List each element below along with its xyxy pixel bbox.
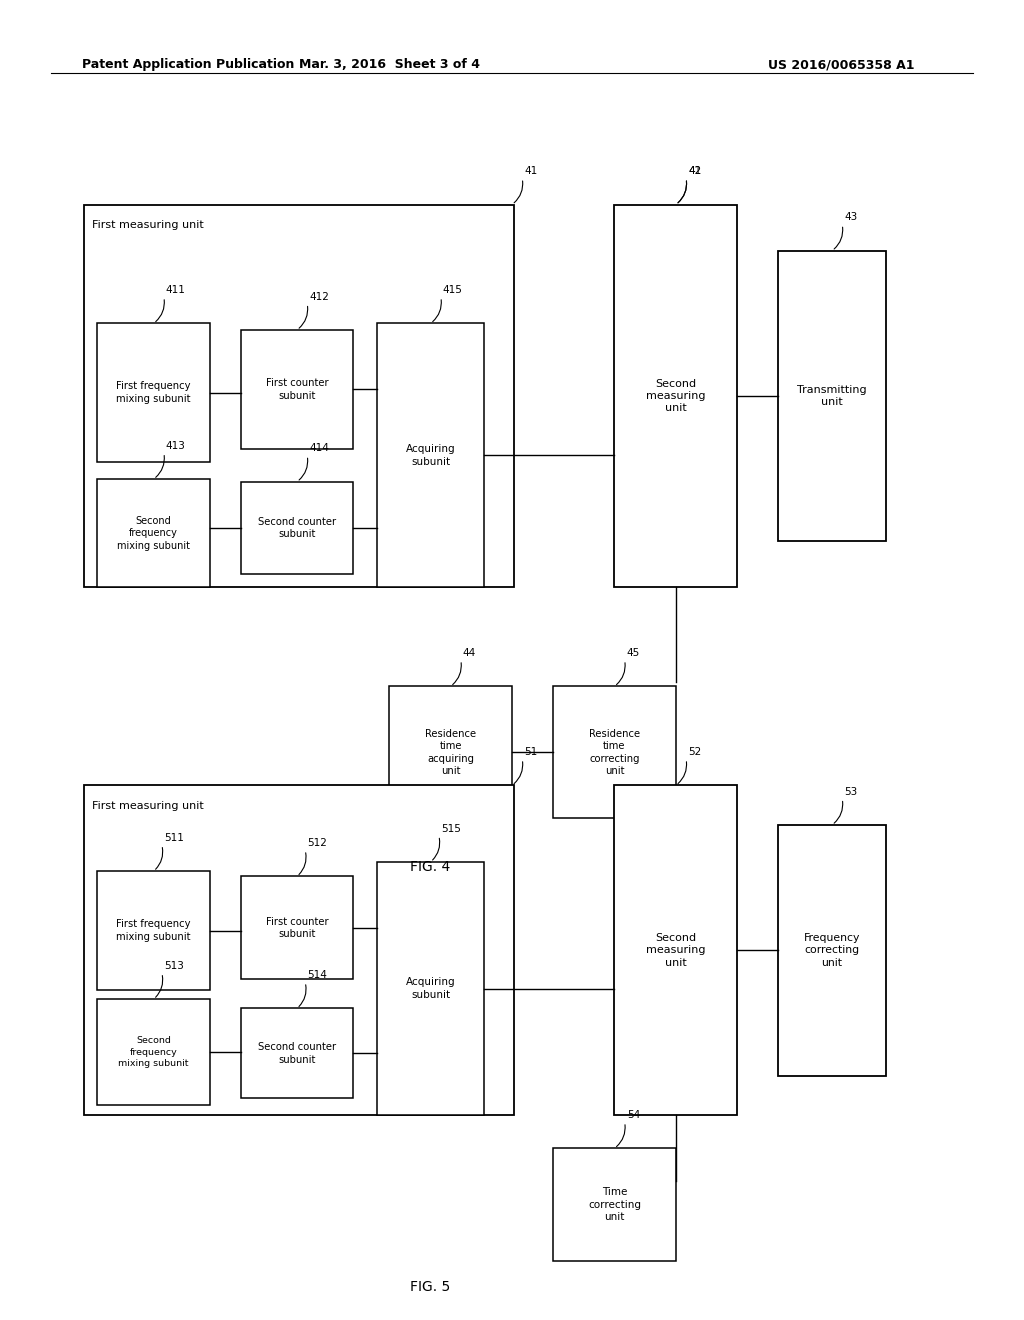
Text: First counter
subunit: First counter subunit [265,917,329,939]
Text: Frequency
correcting
unit: Frequency correcting unit [804,933,860,968]
FancyBboxPatch shape [97,323,210,462]
FancyBboxPatch shape [553,686,676,818]
Text: First counter
subunit: First counter subunit [265,379,329,400]
Text: Time
correcting
unit: Time correcting unit [588,1187,641,1222]
Text: 511: 511 [164,833,183,843]
FancyBboxPatch shape [778,825,886,1076]
Text: Acquiring
subunit: Acquiring subunit [406,978,456,999]
Text: 51: 51 [524,747,538,758]
Text: 41: 41 [524,166,538,177]
FancyBboxPatch shape [377,862,484,1115]
Text: First frequency
mixing subunit: First frequency mixing subunit [117,381,190,404]
FancyBboxPatch shape [241,1008,353,1098]
Text: 45: 45 [627,648,640,659]
FancyBboxPatch shape [778,251,886,541]
Text: Second
measuring
unit: Second measuring unit [646,933,706,968]
Text: 413: 413 [166,441,185,451]
Text: 415: 415 [442,285,463,296]
FancyBboxPatch shape [84,205,514,587]
Text: 42: 42 [688,166,701,177]
Text: FIG. 4: FIG. 4 [410,861,451,874]
Text: Transmitting
unit: Transmitting unit [798,385,866,407]
Text: Second
measuring
unit: Second measuring unit [646,379,706,413]
Text: First measuring unit: First measuring unit [92,801,204,812]
Text: Mar. 3, 2016  Sheet 3 of 4: Mar. 3, 2016 Sheet 3 of 4 [299,58,479,71]
Text: 54: 54 [627,1110,640,1121]
Text: US 2016/0065358 A1: US 2016/0065358 A1 [768,58,914,71]
Text: Patent Application Publication: Patent Application Publication [82,58,294,71]
Text: First frequency
mixing subunit: First frequency mixing subunit [117,920,190,941]
Text: 515: 515 [440,824,461,834]
FancyBboxPatch shape [97,999,210,1105]
Text: 52: 52 [688,747,701,758]
FancyBboxPatch shape [553,1148,676,1261]
Text: 512: 512 [307,838,327,849]
Text: 414: 414 [309,444,329,454]
FancyBboxPatch shape [97,871,210,990]
FancyBboxPatch shape [97,479,210,587]
Text: Acquiring
subunit: Acquiring subunit [406,445,456,466]
Text: 41: 41 [688,166,701,177]
Text: Residence
time
acquiring
unit: Residence time acquiring unit [425,729,476,776]
Text: 53: 53 [844,787,857,797]
FancyBboxPatch shape [377,323,484,587]
FancyBboxPatch shape [241,330,353,449]
Text: 514: 514 [307,970,327,981]
Text: 412: 412 [309,292,329,302]
Text: FIG. 5: FIG. 5 [410,1280,451,1294]
FancyBboxPatch shape [241,876,353,979]
FancyBboxPatch shape [389,686,512,818]
Text: First measuring unit: First measuring unit [92,220,204,231]
Text: Residence
time
correcting
unit: Residence time correcting unit [589,729,640,776]
Text: Second counter
subunit: Second counter subunit [258,1043,336,1064]
FancyBboxPatch shape [614,205,737,587]
FancyBboxPatch shape [84,785,514,1115]
Text: Second
frequency
mixing subunit: Second frequency mixing subunit [117,516,190,550]
Text: Second
frequency
mixing subunit: Second frequency mixing subunit [119,1036,188,1068]
Text: 44: 44 [463,648,476,659]
Text: Second counter
subunit: Second counter subunit [258,517,336,539]
Text: 43: 43 [844,213,857,223]
Text: 411: 411 [166,285,185,296]
Text: 513: 513 [164,961,183,972]
FancyBboxPatch shape [241,482,353,574]
FancyBboxPatch shape [614,785,737,1115]
